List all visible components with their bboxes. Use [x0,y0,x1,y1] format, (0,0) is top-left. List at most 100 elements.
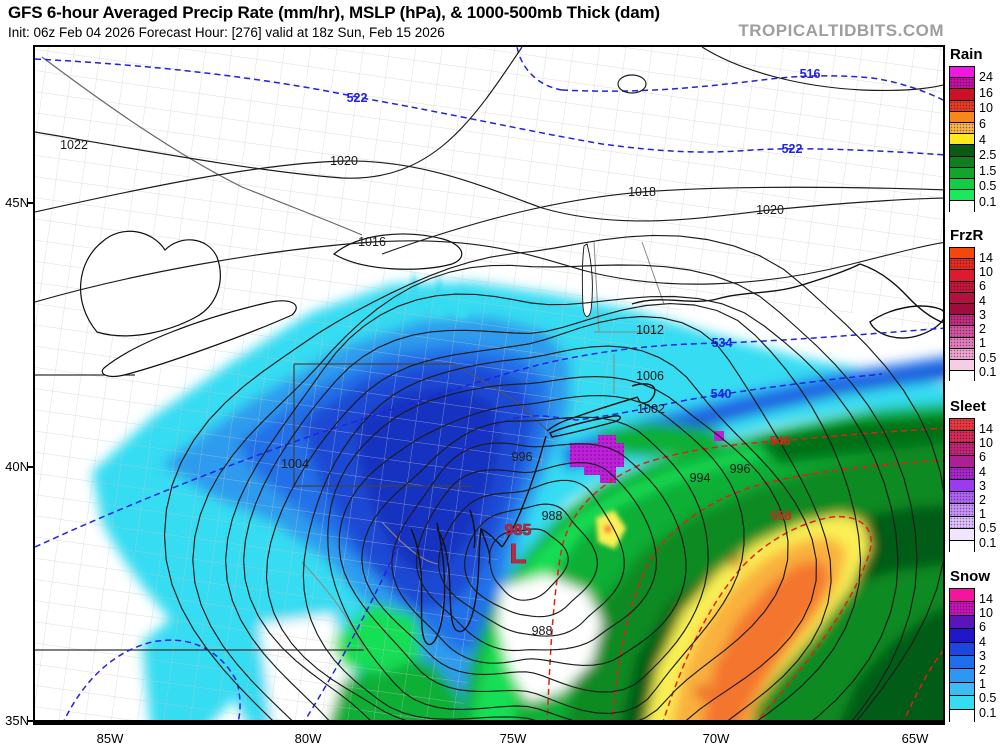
legend-value-label: 6 [979,279,986,294]
legend-value-label: 6 [979,620,986,635]
legend-value-label: 0.1 [979,705,997,720]
legend-value-label: 2 [979,493,986,508]
legend-title: Snow [950,568,990,585]
legend-color-cell [950,528,974,541]
legend-section-frzr: FrzR 14 10 6 4 3 2 1 0.5 0.1 [949,227,1000,383]
isobar-ring [464,503,598,618]
isobar-ring [192,264,918,720]
legend-color-cell [950,431,974,444]
legend-value-label: 0.5 [979,350,997,365]
map-canvas: 1022 1020 1018 1020 1016 1012 1006 1002 1004 996 9… [35,47,943,720]
isobar-ring [302,345,817,720]
pressure-label: 988 [542,509,563,523]
isobar-ring [225,293,899,720]
legend-color-cell [950,655,974,670]
legend-value-label: 0.5 [979,691,997,706]
lat-tick [27,466,33,468]
legend-color-cell [950,629,974,643]
legend-color-cell [950,540,974,554]
legend-value-label: 10 [979,436,993,451]
legend-value-label: 16 [979,85,993,100]
pressure-label: 1006 [636,369,664,383]
weather-map: 1022 1020 1018 1020 1016 1012 1006 1002 1004 996 9… [33,45,945,725]
lon-label: 70W [702,731,730,746]
legend-color-cell [950,419,974,432]
precip-legend: Rain 24 16 10 6 4 2.5 1.5 0.5 0.1 FrzR 14 10 6 4 3 2 1 0.5… [949,0,1000,753]
legend-color-cell [950,190,974,202]
pressure-label: 1004 [281,457,309,471]
legend-section-sleet: Sleet 14 10 6 4 3 2 1 0.5 0.1 [949,398,1000,554]
legend-color-cell [950,709,974,723]
pressure-label: 1016 [358,235,386,249]
isobar-ring [327,376,789,720]
lat-tick [27,202,33,204]
lon-label: 75W [499,731,527,746]
isobar-ring [163,234,943,720]
legend-value-label: 3 [979,478,986,493]
legend-color-cell [950,589,974,603]
legend-color-cell [950,156,974,168]
pressure-label: 1002 [637,402,665,416]
legend-value-label: 4 [979,634,986,649]
legend-value-label: 0.5 [979,521,997,536]
legend-color-cell [950,516,974,529]
legend-title: Sleet [950,398,986,415]
legend-color-cell [950,89,974,101]
lat-label: 45N [5,195,29,210]
legend-color-cell [950,134,974,146]
legend-colorbar [949,66,975,213]
legend-color-cell [950,602,974,616]
tropicaltidbits-watermark: TROPICALTIDBITS.COM [738,21,944,40]
mslp-isobars-outer [35,47,943,303]
legend-title: Rain [950,46,983,63]
legend-value-label: 1 [979,507,986,522]
lon-label: 80W [294,731,322,746]
pressure-label: 994 [690,471,711,485]
coastline [410,263,943,646]
legend-color-cell [950,348,974,360]
legend-color-cell [950,122,974,135]
legend-value-label: 24 [979,70,993,84]
isobar-ring [391,442,687,666]
legend-value-label: 1.5 [979,163,997,178]
legend-color-cell [950,682,974,697]
thickness-label-warm: 558 [771,509,792,523]
legend-color-cell [950,642,974,656]
isobar-ring [415,461,658,652]
legend-color-cell [950,326,974,338]
thickness-lines-cold [35,47,943,720]
pressure-label: 1018 [628,185,656,199]
legend-color-cell [950,315,974,327]
lon-label: 65W [901,731,929,746]
legend-value-label: 2.5 [979,148,997,163]
legend-color-cell [950,248,974,260]
legend-value-label: 14 [979,592,993,606]
legend-value-label: 0.5 [979,179,997,194]
legend-value-label: 6 [979,450,986,465]
great-lakes [79,230,593,378]
legend-value-label: 10 [979,606,993,621]
isobar-ring [361,416,709,693]
legend-color-cell [950,696,974,710]
lat-label: 40N [5,459,29,474]
pressure-label: 1020 [330,154,358,168]
pressure-label: 1020 [756,203,784,217]
legend-color-cell [950,615,974,630]
thickness-label-cold: 522 [782,142,803,156]
lat-label: 35N [5,713,29,728]
low-pressure-marker: L [509,538,526,569]
isobar-ring [438,479,625,637]
legend-value-label: 2 [979,322,986,337]
legend-colorbar [949,418,975,554]
legend-color-cell [950,292,974,304]
low-pressure-value: 985 [505,522,532,539]
legend-color-cell [950,100,974,112]
pressure-label: 1012 [636,323,664,337]
isobar-ring [338,395,745,714]
isobar-ring [243,303,862,720]
legend-title: FrzR [950,227,984,244]
thickness-label-warm: 546 [770,434,791,448]
isobar-ring [489,528,569,601]
legend-value-label: 10 [979,101,993,116]
thickness-label-cold: 540 [711,387,732,401]
